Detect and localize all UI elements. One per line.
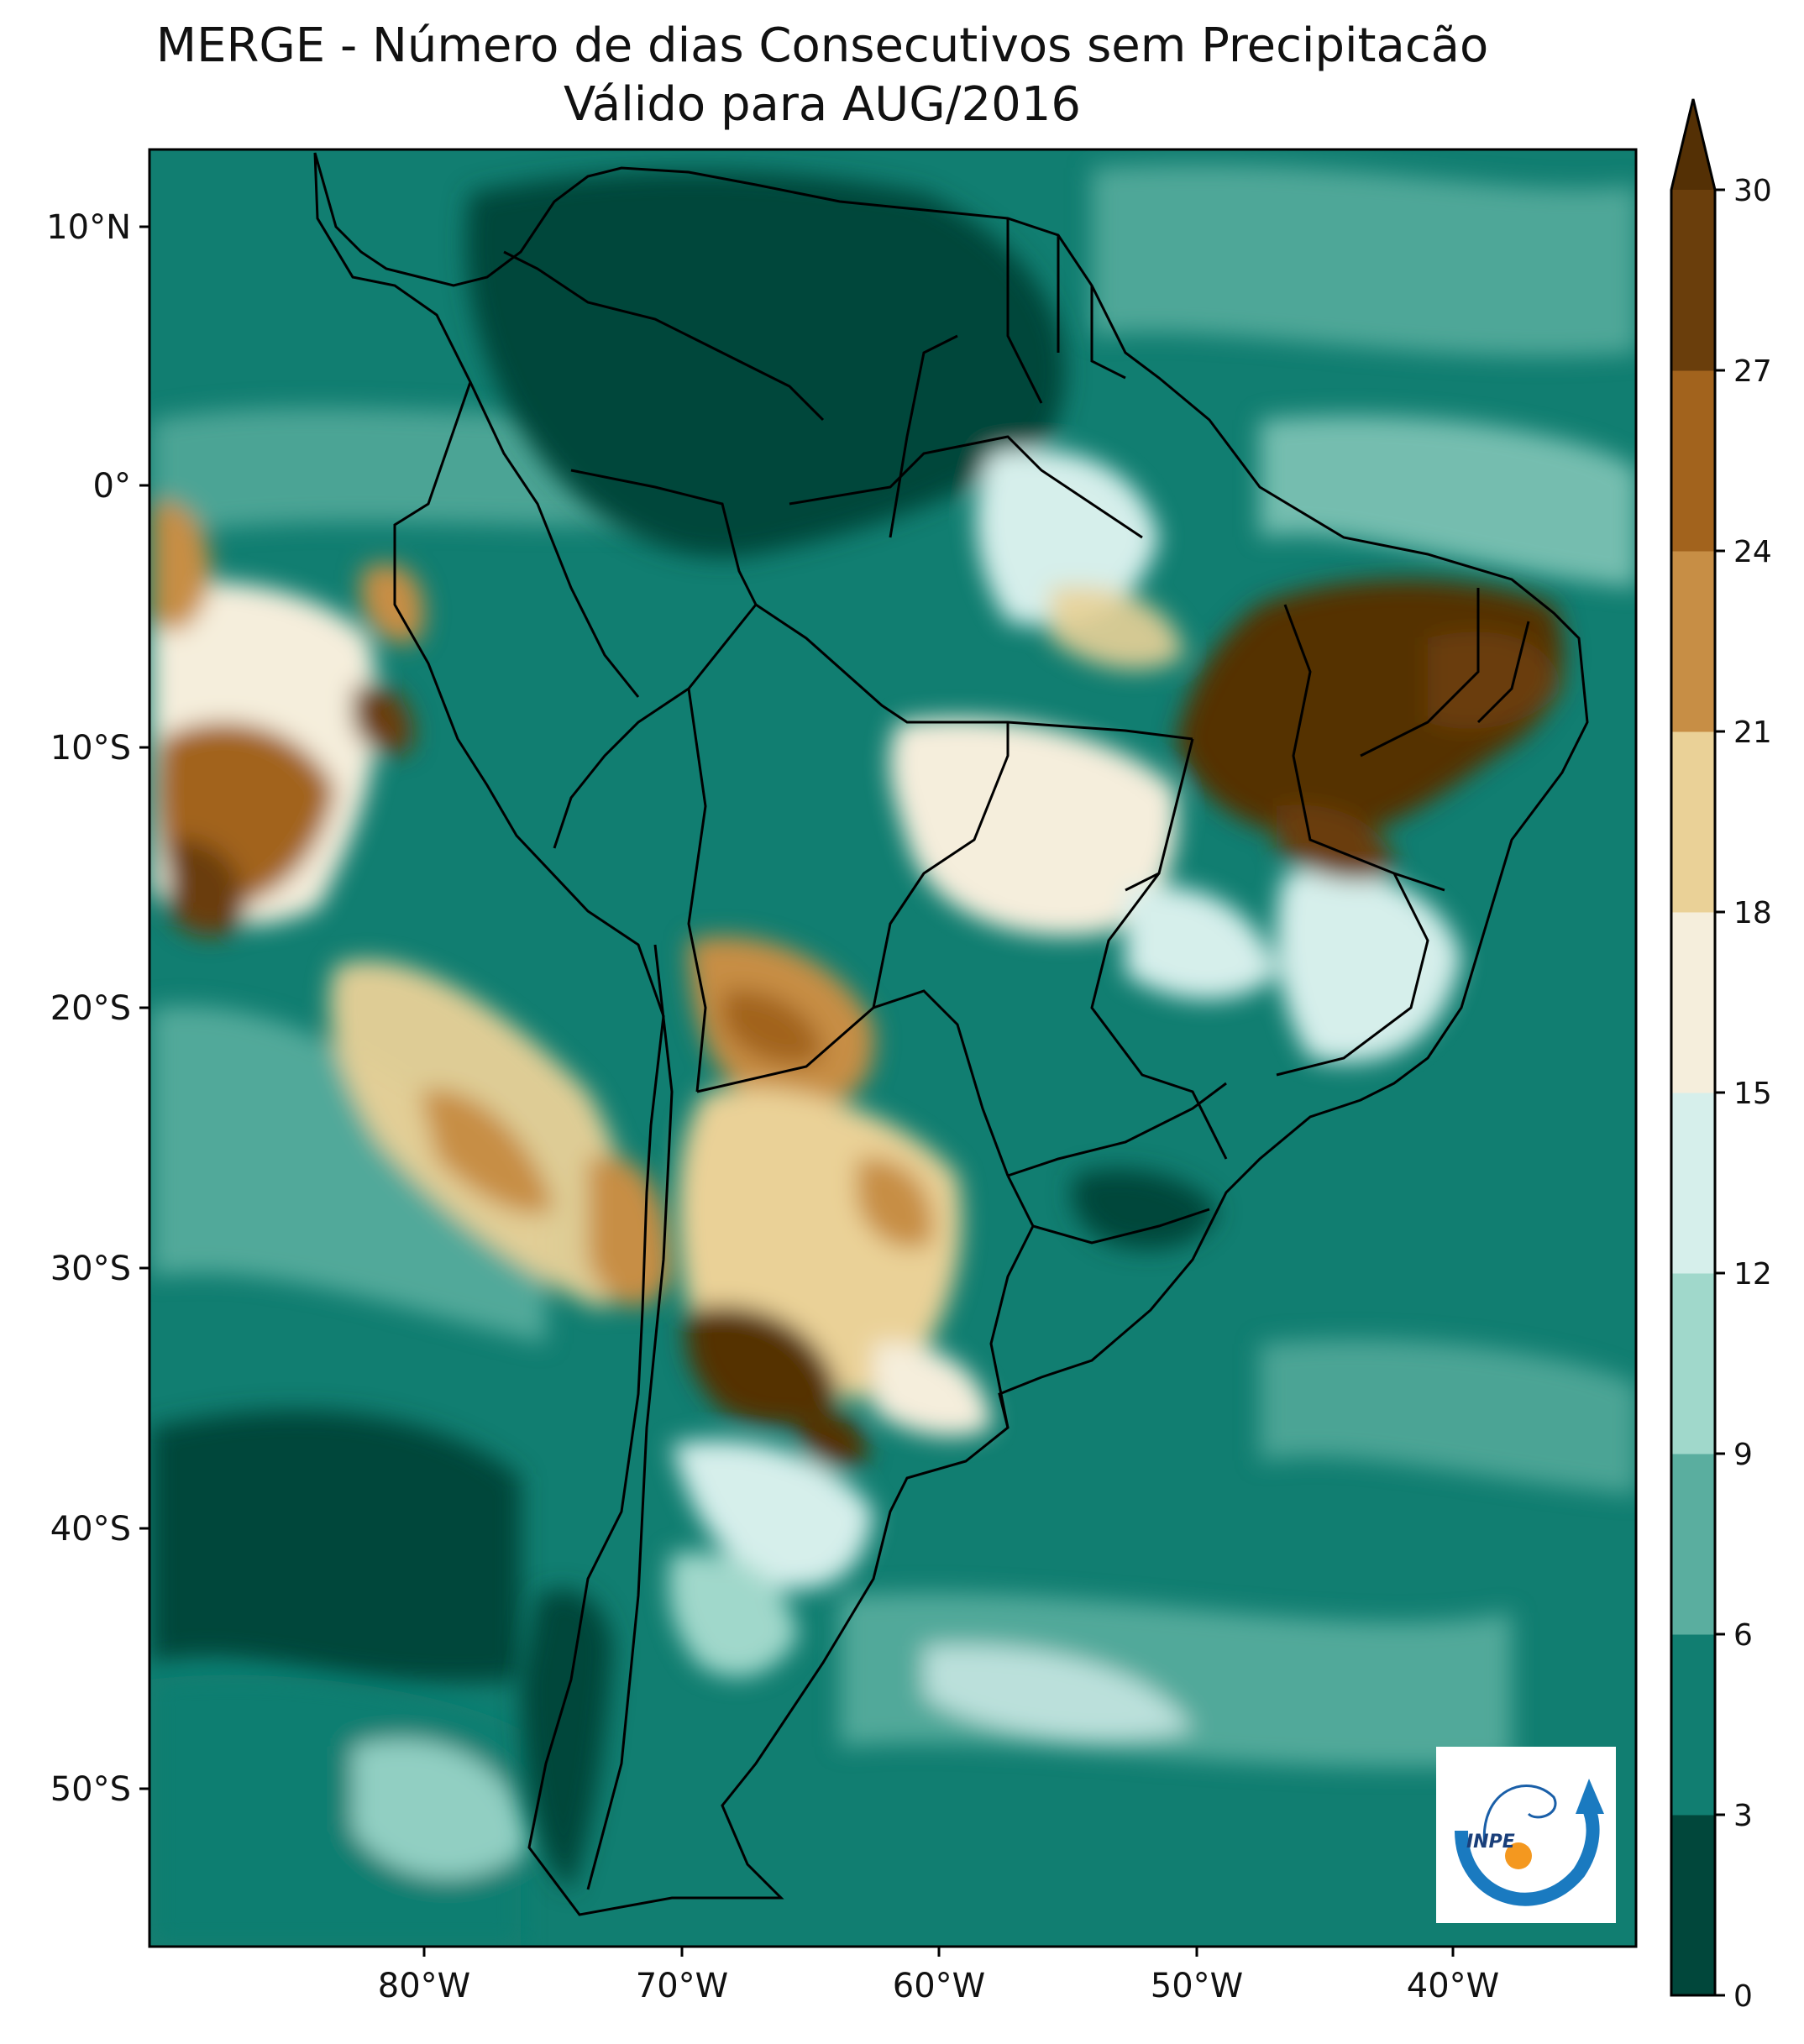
lon-label-60w: 60°W	[893, 1967, 985, 2005]
colorbar-tick-label: 27	[1733, 354, 1772, 389]
latitude-axis: 10°N 0° 10°S 20°S 30°S 40°S 50°S	[46, 208, 149, 1809]
lat-label-10s: 10°S	[50, 729, 131, 768]
colorbar-extend-arrow	[1671, 99, 1715, 190]
lat-label-40s: 40°S	[50, 1510, 131, 1549]
lat-label-0: 0°	[93, 467, 131, 506]
colorbar-tick-label: 24	[1733, 535, 1772, 569]
colorbar-tick-label: 9	[1733, 1438, 1753, 1472]
blue-arc-icon	[1455, 1802, 1600, 1906]
colorbar-segment	[1671, 551, 1715, 732]
colorbar-tick-label: 15	[1733, 1077, 1772, 1111]
map-frame	[148, 148, 1638, 1948]
arrow-head-icon	[1576, 1779, 1604, 1814]
colorbar-tick-label: 18	[1733, 896, 1772, 930]
colorbar-segment	[1671, 370, 1715, 552]
colorbar-segment	[1671, 1454, 1715, 1635]
lon-label-50w: 50°W	[1151, 1967, 1243, 2005]
lon-label-80w: 80°W	[378, 1967, 470, 2005]
colorbar: 0 3 6 9 12 15 18 21 24 27 30	[1670, 98, 1772, 2014]
colorbar-segment	[1671, 731, 1715, 913]
map-title-line-1: MERGE - Número de dias Consecutivos sem …	[155, 18, 1489, 73]
longitude-axis: 80°W 70°W 60°W 50°W 40°W	[378, 1947, 1499, 2005]
lat-label-30s: 30°S	[50, 1250, 131, 1288]
map-panel	[149, 149, 1636, 1947]
coastline-and-borders	[313, 152, 1589, 1916]
colorbar-outline	[1670, 98, 1717, 1997]
map-title-line-2: Válido para AUG/2016	[563, 77, 1082, 132]
colorbar-segment	[1671, 190, 1715, 371]
colorbar-tick-label: 12	[1733, 1257, 1772, 1292]
colorbar-tick-label: 6	[1733, 1618, 1753, 1653]
colorbar-segment	[1671, 1273, 1715, 1454]
colorbar-tick-label: 3	[1733, 1799, 1753, 1833]
colorbar-tick-label: 0	[1733, 1979, 1753, 2014]
lat-label-10n: 10°N	[46, 208, 131, 247]
orange-sun-icon	[1505, 1842, 1532, 1869]
lat-label-50s: 50°S	[50, 1770, 131, 1809]
lon-label-70w: 70°W	[636, 1967, 728, 2005]
inpe-logo: INPE	[1436, 1747, 1616, 1923]
colorbar-tick-label: 21	[1733, 715, 1772, 750]
orbit-swirl-icon	[1482, 1785, 1557, 1848]
colorbar-segment	[1671, 912, 1715, 1093]
colorbar-segment	[1671, 1634, 1715, 1816]
colorbar-tick-label: 30	[1733, 174, 1772, 208]
lat-label-20s: 20°S	[50, 989, 131, 1028]
colorbar-segment	[1671, 1093, 1715, 1274]
lon-label-40w: 40°W	[1407, 1967, 1499, 2005]
inpe-logo-text: INPE	[1466, 1832, 1515, 1853]
colorbar-segment	[1671, 1815, 1715, 1996]
